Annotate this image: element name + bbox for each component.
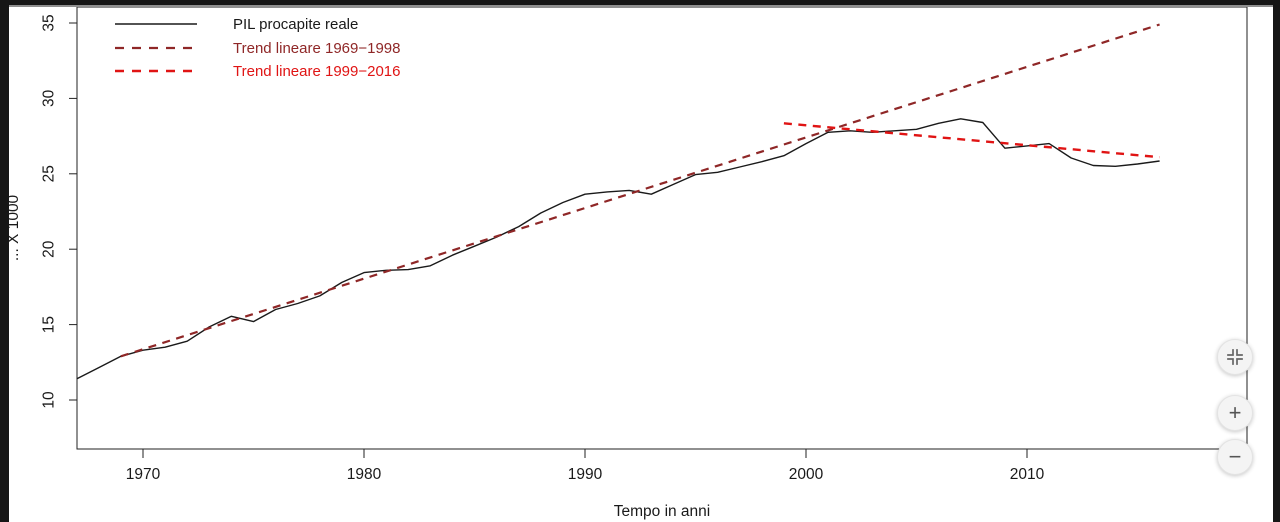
x-tick-label: 2010 xyxy=(1010,466,1045,483)
y-tick-label: 10 xyxy=(40,391,57,409)
minus-icon: − xyxy=(1228,444,1242,469)
series-lines xyxy=(76,23,1160,380)
fit-view-icon xyxy=(1227,349,1243,365)
y-tick-label: 35 xyxy=(40,14,57,31)
legend-label-trend2: Trend lineare 1999−2016 xyxy=(233,63,401,80)
y-tick-label: 30 xyxy=(40,89,57,107)
window-border-right xyxy=(1273,0,1280,522)
plus-icon: + xyxy=(1228,400,1242,425)
x-tick-label: 2000 xyxy=(789,466,824,483)
fit-view-button[interactable] xyxy=(1217,339,1253,375)
legend: PIL procapite reale Trend lineare 1969−1… xyxy=(115,16,401,80)
zoom-out-button[interactable]: − xyxy=(1217,439,1253,475)
y-axis-ticks: 10 15 20 25 30 35 xyxy=(40,14,77,409)
legend-label-pil: PIL procapite reale xyxy=(233,16,358,33)
window-border-top-shadow xyxy=(0,5,1280,7)
x-tick-label: 1980 xyxy=(347,466,382,483)
x-axis-title: Tempo in anni xyxy=(614,503,711,520)
window-border-top xyxy=(0,0,1280,5)
x-axis-ticks: 1970 1980 1990 2000 2010 xyxy=(126,449,1045,483)
y-tick-label: 15 xyxy=(40,316,57,333)
legend-label-trend1: Trend lineare 1969−1998 xyxy=(233,40,401,57)
y-tick-label: 25 xyxy=(40,165,57,182)
y-tick-label: 20 xyxy=(40,240,57,258)
zoom-in-button[interactable]: + xyxy=(1217,395,1253,431)
x-tick-label: 1970 xyxy=(126,466,161,483)
plot-box xyxy=(76,6,1248,450)
series-line-1 xyxy=(120,23,1160,358)
window-border-left xyxy=(0,0,9,522)
y-axis-title: ... X 1000 xyxy=(5,194,22,261)
x-tick-label: 1990 xyxy=(568,466,603,483)
series-line-2 xyxy=(783,122,1160,159)
series-line-0 xyxy=(76,118,1160,380)
